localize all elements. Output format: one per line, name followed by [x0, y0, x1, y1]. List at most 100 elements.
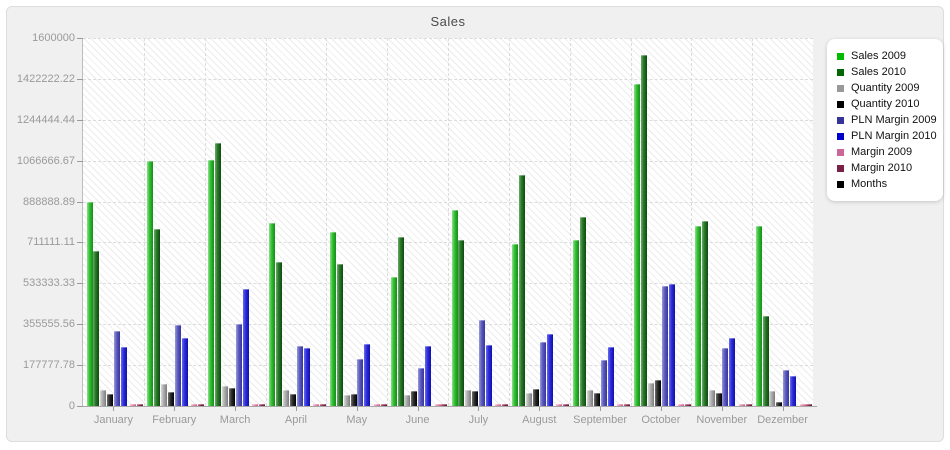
- bar-margin-2010[interactable]: [258, 404, 265, 406]
- bar-sales-2010[interactable]: [93, 250, 100, 406]
- bar-sales-2009[interactable]: [755, 225, 762, 406]
- legend-item-margin-2009[interactable]: Margin 2009: [837, 144, 935, 160]
- bar-sales-2009[interactable]: [573, 240, 580, 406]
- bar-pln-margin-2010[interactable]: [607, 347, 614, 406]
- bar-pln-margin-2010[interactable]: [303, 348, 310, 406]
- bar-quantity-2010[interactable]: [228, 387, 235, 406]
- bar-pln-margin-2009[interactable]: [114, 330, 121, 406]
- bar-pln-margin-2010[interactable]: [668, 284, 675, 406]
- bar-pln-margin-2010[interactable]: [364, 344, 371, 406]
- bar-sales-2010[interactable]: [275, 261, 282, 406]
- bar-margin-2010[interactable]: [441, 404, 448, 406]
- bar-pln-margin-2010[interactable]: [425, 346, 432, 406]
- legend-item-sales-2009[interactable]: Sales 2009: [837, 48, 935, 64]
- bar-margin-2009[interactable]: [677, 404, 684, 406]
- bar-quantity-2009[interactable]: [769, 391, 776, 406]
- bar-margin-2010[interactable]: [137, 404, 144, 406]
- bar-margin-2009[interactable]: [617, 404, 624, 406]
- bar-pln-margin-2010[interactable]: [546, 333, 553, 406]
- bar-sales-2010[interactable]: [519, 174, 526, 406]
- bar-quantity-2009[interactable]: [586, 390, 593, 406]
- legend-item-quantity-2010[interactable]: Quantity 2010: [837, 96, 935, 112]
- bar-sales-2010[interactable]: [154, 229, 161, 406]
- bar-margin-2010[interactable]: [563, 404, 570, 406]
- bar-margin-2010[interactable]: [623, 404, 630, 406]
- bar-quantity-2010[interactable]: [533, 388, 540, 406]
- bar-sales-2009[interactable]: [390, 276, 397, 406]
- bar-quantity-2010[interactable]: [289, 393, 296, 406]
- bar-pln-margin-2009[interactable]: [722, 347, 729, 406]
- bar-quantity-2009[interactable]: [100, 390, 107, 406]
- bar-margin-2009[interactable]: [252, 404, 259, 406]
- legend-item-margin-2010[interactable]: Margin 2010: [837, 160, 935, 176]
- bar-sales-2010[interactable]: [640, 55, 647, 406]
- bar-margin-2009[interactable]: [191, 404, 198, 406]
- bar-margin-2010[interactable]: [684, 404, 691, 406]
- bar-pln-margin-2009[interactable]: [174, 325, 181, 406]
- bar-quantity-2009[interactable]: [161, 384, 168, 406]
- bar-quantity-2010[interactable]: [593, 392, 600, 406]
- bar-sales-2009[interactable]: [269, 223, 275, 406]
- bar-quantity-2009[interactable]: [221, 386, 228, 406]
- bar-sales-2009[interactable]: [147, 161, 154, 406]
- bar-margin-2009[interactable]: [495, 404, 502, 406]
- legend-item-months[interactable]: Months: [837, 176, 935, 192]
- bar-sales-2009[interactable]: [208, 160, 215, 406]
- bar-quantity-2009[interactable]: [708, 389, 715, 406]
- bar-quantity-2009[interactable]: [282, 390, 289, 406]
- bar-sales-2010[interactable]: [762, 316, 769, 406]
- bar-sales-2009[interactable]: [86, 202, 93, 406]
- bar-pln-margin-2010[interactable]: [242, 289, 249, 406]
- bar-sales-2010[interactable]: [215, 142, 222, 406]
- bar-margin-2010[interactable]: [502, 404, 509, 406]
- bar-pln-margin-2009[interactable]: [783, 370, 790, 406]
- legend-item-pln-margin-2010[interactable]: PLN Margin 2010: [837, 128, 937, 144]
- bar-quantity-2009[interactable]: [647, 383, 654, 406]
- bar-margin-2009[interactable]: [556, 404, 563, 406]
- bar-pln-margin-2009[interactable]: [600, 359, 607, 406]
- bar-margin-2010[interactable]: [745, 404, 752, 406]
- bar-margin-2009[interactable]: [799, 404, 806, 406]
- bar-pln-margin-2009[interactable]: [235, 323, 242, 406]
- bar-quantity-2009[interactable]: [404, 395, 411, 406]
- bar-sales-2010[interactable]: [458, 239, 465, 406]
- bar-sales-2010[interactable]: [580, 217, 587, 406]
- bar-quantity-2010[interactable]: [350, 393, 357, 406]
- bar-margin-2009[interactable]: [373, 404, 380, 406]
- bar-quantity-2009[interactable]: [465, 390, 472, 406]
- bar-pln-margin-2010[interactable]: [486, 344, 492, 406]
- bar-pln-margin-2009[interactable]: [357, 358, 364, 406]
- bar-margin-2010[interactable]: [806, 404, 813, 406]
- bar-sales-2010[interactable]: [397, 236, 404, 406]
- bar-pln-margin-2009[interactable]: [418, 368, 425, 406]
- bar-margin-2009[interactable]: [130, 404, 137, 406]
- bar-quantity-2009[interactable]: [343, 395, 350, 406]
- bar-margin-2010[interactable]: [198, 404, 205, 406]
- bar-pln-margin-2010[interactable]: [729, 337, 736, 406]
- bar-sales-2010[interactable]: [336, 264, 343, 406]
- legend-item-pln-margin-2009[interactable]: PLN Margin 2009: [837, 112, 937, 128]
- bar-pln-margin-2010[interactable]: [790, 375, 797, 406]
- bar-quantity-2010[interactable]: [472, 391, 479, 406]
- bar-sales-2010[interactable]: [701, 221, 708, 406]
- bar-margin-2010[interactable]: [380, 404, 387, 406]
- legend-item-quantity-2009[interactable]: Quantity 2009: [837, 80, 935, 96]
- bar-quantity-2009[interactable]: [526, 392, 533, 406]
- bar-pln-margin-2009[interactable]: [479, 319, 486, 406]
- bar-pln-margin-2010[interactable]: [181, 337, 188, 406]
- bar-margin-2010[interactable]: [319, 404, 326, 406]
- bar-margin-2009[interactable]: [312, 404, 319, 406]
- legend-item-sales-2010[interactable]: Sales 2010: [837, 64, 935, 80]
- bar-sales-2009[interactable]: [694, 225, 701, 406]
- bar-pln-margin-2009[interactable]: [539, 341, 546, 406]
- bar-sales-2009[interactable]: [634, 83, 640, 406]
- bar-pln-margin-2010[interactable]: [121, 346, 127, 406]
- bar-quantity-2010[interactable]: [654, 379, 661, 406]
- bar-sales-2009[interactable]: [512, 244, 519, 406]
- bar-pln-margin-2009[interactable]: [661, 286, 668, 406]
- bar-quantity-2010[interactable]: [168, 391, 175, 406]
- bar-margin-2009[interactable]: [434, 404, 441, 406]
- bar-quantity-2010[interactable]: [715, 392, 722, 406]
- bar-sales-2009[interactable]: [329, 232, 336, 406]
- bar-margin-2009[interactable]: [738, 404, 745, 406]
